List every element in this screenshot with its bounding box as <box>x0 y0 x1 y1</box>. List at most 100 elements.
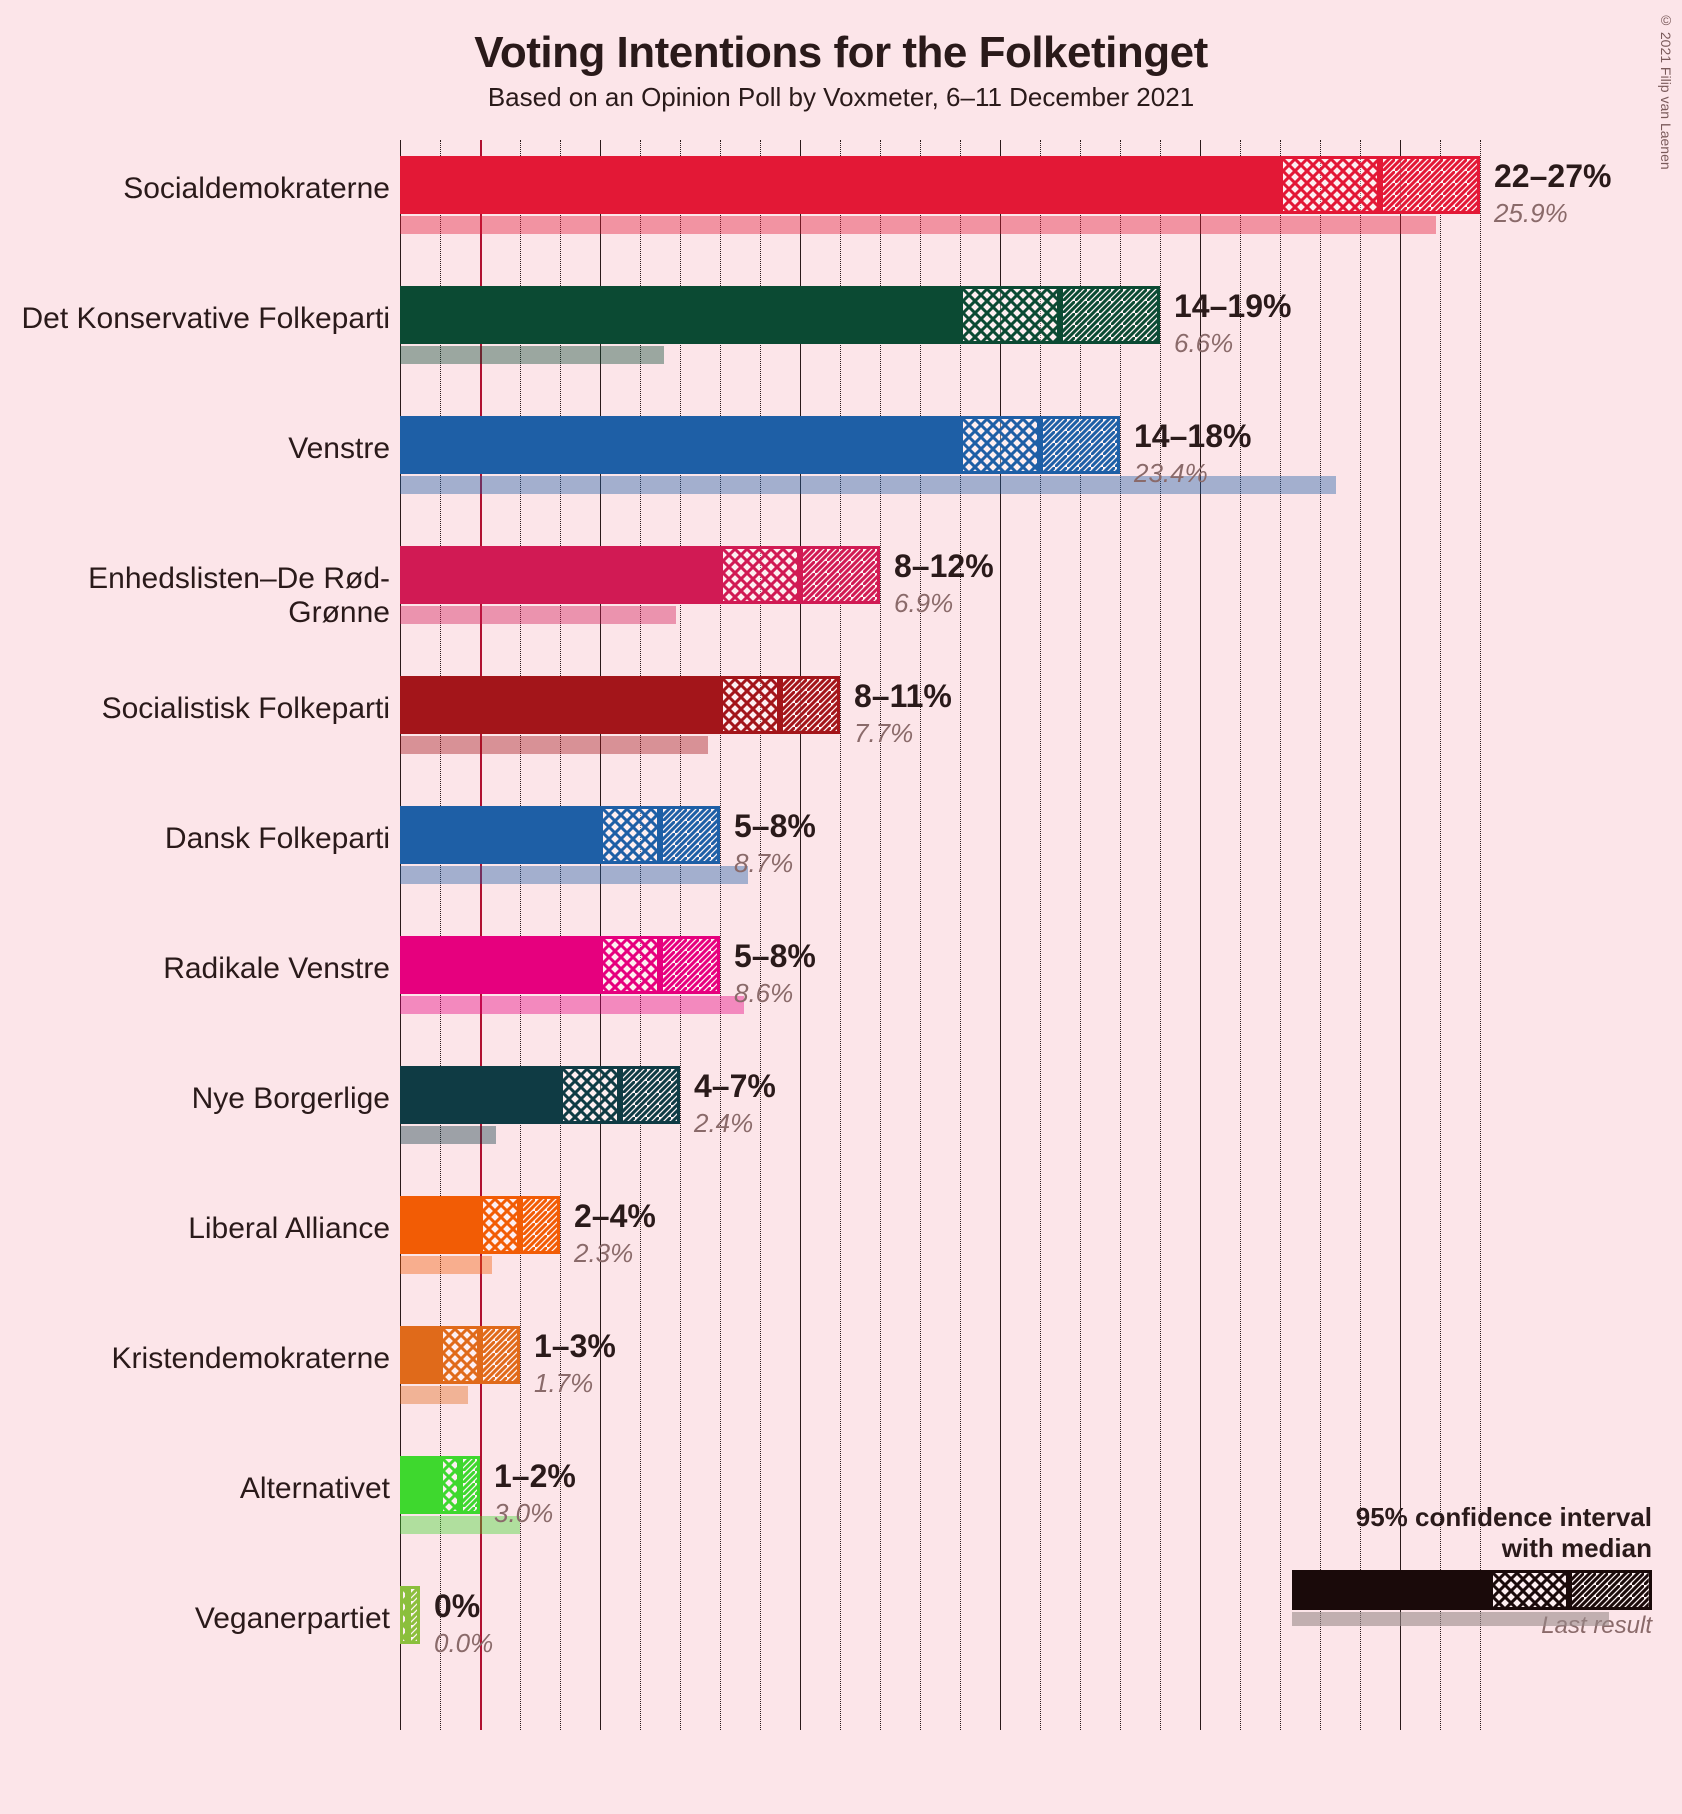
last-value-label: 1.7% <box>534 1368 593 1399</box>
last-result-bar <box>400 216 1436 234</box>
ci-low-segment <box>400 806 600 864</box>
last-value-label: 0.0% <box>434 1628 493 1659</box>
ci-low-segment <box>400 156 1280 214</box>
last-value-label: 8.6% <box>734 978 793 1009</box>
ci-low-segment <box>400 936 600 994</box>
ci-low-to-median-segment <box>480 1196 520 1254</box>
party-row: Nye Borgerlige 4–7%2.4% <box>0 1060 1682 1180</box>
ci-median-to-high-segment <box>1380 156 1480 214</box>
ci-low-segment <box>400 676 720 734</box>
ci-median-to-high-segment <box>660 806 720 864</box>
party-label: Radikale Venstre <box>0 952 390 986</box>
party-label: Nye Borgerlige <box>0 1082 390 1116</box>
ci-median-to-high-segment <box>1060 286 1160 344</box>
legend-line1: 95% confidence interval <box>1356 1502 1652 1532</box>
last-value-label: 2.4% <box>694 1108 753 1139</box>
ci-low-to-median-segment <box>440 1326 480 1384</box>
legend-ci-bar <box>1292 1570 1652 1610</box>
ci-low-to-median-segment <box>400 1586 408 1644</box>
last-value-label: 6.9% <box>894 588 953 619</box>
last-result-bar <box>400 1126 496 1144</box>
ci-median-to-high-segment <box>660 936 720 994</box>
chart-container: © 2021 Filip van Laenen Voting Intention… <box>0 0 1682 1814</box>
chart-title: Voting Intentions for the Folketinget <box>0 0 1682 78</box>
party-label: Socialdemokraterne <box>0 172 390 206</box>
last-value-label: 23.4% <box>1134 458 1208 489</box>
last-value-label: 7.7% <box>854 718 913 749</box>
ci-low-to-median-segment <box>960 286 1060 344</box>
range-value-label: 5–8% <box>734 938 816 975</box>
last-result-bar <box>400 1386 468 1404</box>
last-result-bar <box>400 1256 492 1274</box>
ci-low-to-median-segment <box>600 806 660 864</box>
ci-low-segment <box>400 416 960 474</box>
ci-low-segment <box>400 1326 440 1384</box>
ci-median-to-high-segment <box>520 1196 560 1254</box>
ci-median-to-high-segment <box>800 546 880 604</box>
party-label: Veganerpartiet <box>0 1602 390 1636</box>
range-value-label: 5–8% <box>734 808 816 845</box>
last-result-bar <box>400 736 708 754</box>
last-result-bar <box>400 996 744 1014</box>
party-label: Kristendemokraterne <box>0 1342 390 1376</box>
range-value-label: 4–7% <box>694 1068 776 1105</box>
party-row: Socialistisk Folkeparti 8–11%7.7% <box>0 670 1682 790</box>
party-label: Socialistisk Folkeparti <box>0 692 390 726</box>
legend-last-bar <box>1292 1612 1609 1626</box>
chart-subtitle: Based on an Opinion Poll by Voxmeter, 6–… <box>0 82 1682 113</box>
party-row: Venstre 14–18%23.4% <box>0 410 1682 530</box>
ci-low-to-median-segment <box>720 546 800 604</box>
party-label: Liberal Alliance <box>0 1212 390 1246</box>
last-value-label: 3.0% <box>494 1498 553 1529</box>
ci-low-segment <box>400 546 720 604</box>
range-value-label: 8–11% <box>854 678 952 715</box>
last-value-label: 25.9% <box>1494 198 1568 229</box>
last-result-bar <box>400 866 748 884</box>
party-label: Dansk Folkeparti <box>0 822 390 856</box>
plot-area: Socialdemokraterne 22–27%25.9%Det Konser… <box>0 140 1682 1730</box>
party-label: Enhedslisten–De Rød-Grønne <box>0 562 390 630</box>
party-row: Liberal Alliance 2–4%2.3% <box>0 1190 1682 1310</box>
ci-low-segment <box>400 1456 440 1514</box>
range-value-label: 14–19% <box>1174 288 1291 325</box>
ci-median-to-high-segment <box>480 1326 520 1384</box>
ci-low-segment <box>400 286 960 344</box>
party-label: Venstre <box>0 432 390 466</box>
ci-low-to-median-segment <box>960 416 1040 474</box>
party-label: Alternativet <box>0 1472 390 1506</box>
last-value-label: 6.6% <box>1174 328 1233 359</box>
ci-low-to-median-segment <box>1280 156 1380 214</box>
range-value-label: 1–2% <box>494 1458 576 1495</box>
range-value-label: 1–3% <box>534 1328 616 1365</box>
legend-line2: with median <box>1502 1533 1652 1563</box>
legend: 95% confidence interval with median Last… <box>1272 1502 1652 1640</box>
range-value-label: 2–4% <box>574 1198 656 1235</box>
range-value-label: 0% <box>434 1588 480 1625</box>
last-value-label: 8.7% <box>734 848 793 879</box>
ci-low-segment <box>400 1196 480 1254</box>
ci-low-segment <box>400 1066 560 1124</box>
ci-low-to-median-segment <box>600 936 660 994</box>
party-row: Dansk Folkeparti 5–8%8.7% <box>0 800 1682 920</box>
ci-low-to-median-segment <box>720 676 780 734</box>
last-result-bar <box>400 606 676 624</box>
ci-median-to-high-segment <box>408 1586 420 1644</box>
ci-low-to-median-segment <box>440 1456 460 1514</box>
last-result-bar <box>400 346 664 364</box>
ci-median-to-high-segment <box>780 676 840 734</box>
party-row: Radikale Venstre 5–8%8.6% <box>0 930 1682 1050</box>
party-row: Socialdemokraterne 22–27%25.9% <box>0 150 1682 270</box>
ci-low-to-median-segment <box>560 1066 620 1124</box>
range-value-label: 14–18% <box>1134 418 1251 455</box>
ci-median-to-high-segment <box>620 1066 680 1124</box>
range-value-label: 8–12% <box>894 548 994 585</box>
party-row: Kristendemokraterne 1–3%1.7% <box>0 1320 1682 1440</box>
party-row: Enhedslisten–De Rød-Grønne 8–12%6.9% <box>0 540 1682 660</box>
party-label: Det Konservative Folkeparti <box>0 302 390 336</box>
legend-title: 95% confidence interval with median <box>1272 1502 1652 1564</box>
range-value-label: 22–27% <box>1494 158 1611 195</box>
last-value-label: 2.3% <box>574 1238 633 1269</box>
party-row: Det Konservative Folkeparti 14–19%6.6% <box>0 280 1682 400</box>
ci-median-to-high-segment <box>1040 416 1120 474</box>
ci-median-to-high-segment <box>460 1456 480 1514</box>
